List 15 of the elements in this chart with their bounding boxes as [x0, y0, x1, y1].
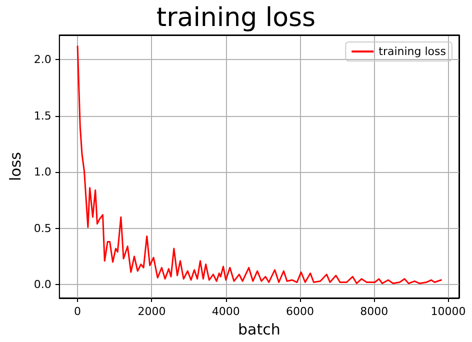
x-tick-label: 8000: [360, 305, 388, 318]
x-tick-label: 0: [74, 305, 82, 318]
x-tick-label: 2000: [138, 305, 166, 318]
x-axis-title: batch: [238, 320, 280, 338]
x-tick-label: 10000: [430, 305, 466, 318]
chart-title: training loss: [156, 3, 316, 33]
y-tick-label: 2.0: [34, 53, 52, 66]
legend-label: training loss: [378, 45, 446, 58]
y-tick-label: 0.5: [34, 222, 52, 235]
x-tick-label: 4000: [212, 305, 240, 318]
y-tick-label: 0.0: [34, 278, 52, 292]
y-axis-title: loss: [6, 152, 24, 181]
y-tick-label: 1.0: [34, 166, 52, 179]
x-tick-label: 6000: [286, 305, 314, 318]
y-tick-label: 1.5: [34, 109, 52, 122]
